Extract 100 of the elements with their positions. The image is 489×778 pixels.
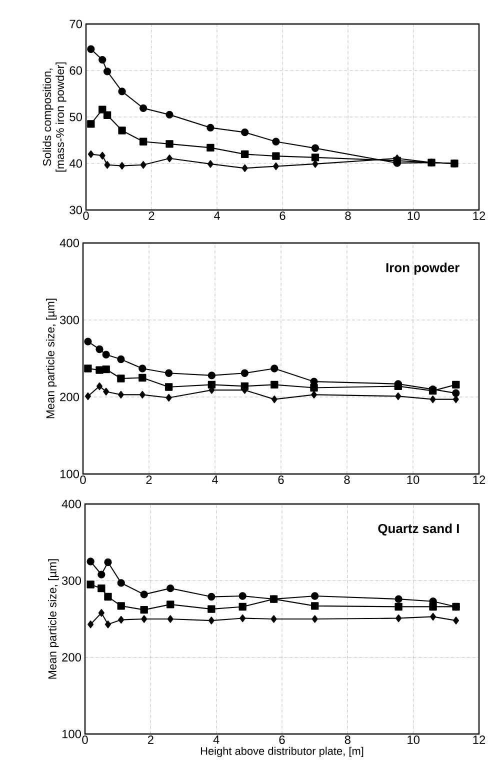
annotation: Iron powder [386, 262, 460, 275]
point [96, 366, 104, 374]
point [140, 161, 146, 169]
x-tick-label: 6 [279, 736, 285, 744]
point [88, 620, 94, 628]
y-tick-label: 300 [60, 316, 80, 324]
x-tick-label: 4 [212, 476, 218, 484]
point [98, 584, 106, 592]
point [453, 616, 460, 624]
x-tick-label: 0 [83, 212, 89, 220]
point [311, 602, 319, 610]
point [96, 382, 103, 390]
point [167, 615, 174, 623]
point [452, 380, 460, 389]
point [394, 595, 402, 603]
point [139, 390, 146, 399]
point [104, 558, 112, 566]
x-tick-label: 0 [82, 736, 88, 744]
x-tick-label: 2 [148, 212, 154, 220]
point [104, 620, 111, 628]
point [270, 615, 277, 623]
point [311, 144, 320, 152]
point [117, 374, 125, 382]
y-axis-title: Solids composition, [mass-% iron powder] [42, 62, 66, 172]
point [86, 580, 94, 588]
point [98, 56, 106, 64]
point [118, 616, 124, 624]
y-axis-title: Mean particle size, [µm] [48, 559, 59, 679]
point [271, 395, 278, 404]
point [166, 394, 172, 402]
point [139, 138, 148, 146]
point [272, 152, 280, 160]
y-axis-title: Mean particle size, [µm] [46, 298, 57, 418]
y-tick-label: 400 [60, 238, 80, 248]
y-tick-label: 100 [60, 470, 80, 478]
x-tick-label: 10 [407, 476, 420, 484]
point [270, 380, 278, 389]
point [241, 150, 249, 158]
point [207, 160, 214, 168]
point [139, 104, 148, 112]
point [395, 392, 402, 400]
y-tick-label: 30 [70, 206, 82, 214]
point [103, 68, 112, 76]
point [99, 152, 106, 160]
point [119, 162, 126, 170]
point [104, 592, 112, 601]
x-tick-label: 12 [473, 736, 486, 744]
point [206, 124, 214, 132]
point [138, 374, 146, 382]
point [272, 138, 280, 146]
point [310, 390, 318, 399]
x-tick-label: 10 [408, 212, 420, 220]
x-tick-label: 6 [280, 212, 286, 220]
x-tick-label: 8 [345, 212, 351, 220]
x-tick-label: 12 [473, 476, 486, 484]
point [86, 558, 94, 566]
point [118, 390, 124, 399]
y-tick-label: 70 [70, 20, 82, 28]
point [138, 364, 146, 372]
point [452, 389, 460, 397]
point [310, 384, 318, 392]
point [103, 388, 110, 396]
point [430, 395, 436, 404]
point [96, 345, 104, 354]
point [118, 126, 126, 134]
point [98, 609, 104, 617]
point [87, 45, 95, 53]
x-tick-label: 6 [278, 476, 284, 484]
point [141, 615, 148, 623]
annotation: Quartz sand I [378, 524, 459, 536]
point [104, 161, 110, 169]
point [312, 160, 318, 168]
point [84, 364, 92, 372]
y-tick-label: 300 [62, 576, 82, 585]
point [241, 128, 249, 136]
point [312, 615, 318, 623]
point [102, 350, 110, 358]
y-tick-label: 100 [62, 730, 82, 738]
x-axis-title: Height above distributor plate, [m] [200, 746, 364, 758]
point [240, 614, 246, 622]
point [98, 570, 106, 578]
point [117, 355, 125, 364]
point [272, 162, 279, 170]
point [102, 365, 110, 374]
point [166, 600, 174, 608]
point [166, 584, 174, 592]
x-tick-label: 0 [80, 476, 86, 484]
point [166, 140, 174, 148]
x-tick-label: 2 [148, 736, 154, 744]
point [206, 144, 214, 152]
point [238, 592, 246, 600]
point [164, 369, 173, 377]
point [87, 120, 95, 128]
x-tick-label: 10 [408, 736, 420, 744]
point [270, 364, 278, 372]
point [117, 602, 125, 610]
point [208, 372, 216, 380]
point [394, 382, 402, 390]
x-tick-label: 12 [473, 212, 486, 220]
point [311, 592, 319, 600]
